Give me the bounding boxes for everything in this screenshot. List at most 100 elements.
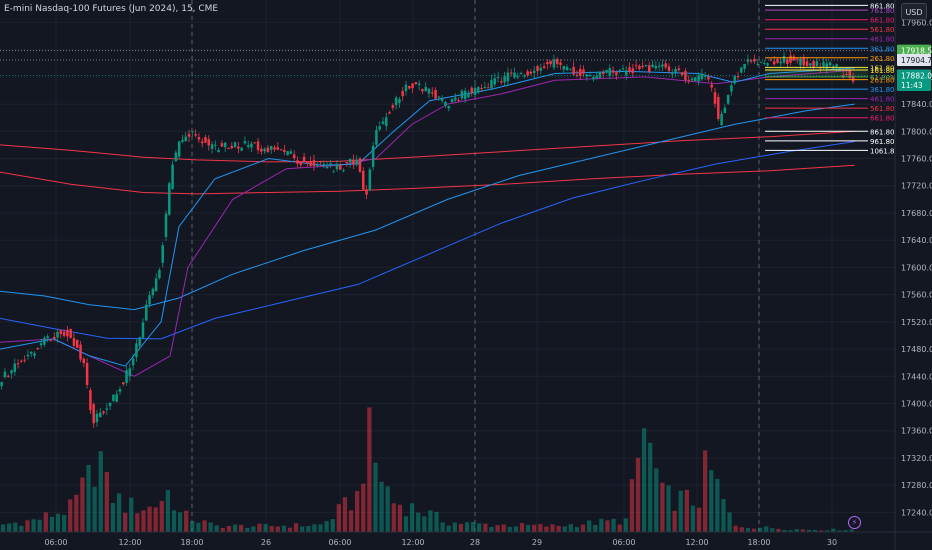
candle-body [135,343,138,358]
time-axis-label: 29 [532,538,542,547]
candle-body [730,85,733,92]
volume-bar [745,528,751,532]
candle-body [782,56,786,63]
candle-body [792,56,796,61]
fib-level-label: 561.80% [870,26,901,34]
price-axis-label: 17400.00 [901,400,932,409]
candle-body [536,66,539,72]
volume-bar [171,510,177,532]
volume-bar [13,522,18,532]
candle-body [431,92,434,94]
candle-body [197,137,201,140]
candle-body [128,368,132,377]
candle-body [723,107,727,114]
price-axis-label: 17480.00 [901,345,932,354]
volume-bar [312,524,317,532]
price-tag-label: 17904.75 [901,56,932,65]
volume-bar [336,504,341,532]
candle-body [355,159,358,165]
volume-bar [239,524,244,532]
candle-body [421,88,424,92]
candle-body [266,147,270,152]
volume-bar [86,464,91,532]
moving-average-red-2 [0,164,855,195]
volume-bar [703,450,708,532]
candle-body [33,353,36,356]
volume-bar [580,524,586,532]
fib-level-label: 1061.80% [870,147,906,155]
candle-body [10,370,13,374]
candle-body [243,141,247,144]
candle-body [191,131,194,133]
volume-bar [116,493,122,532]
volume-bar [458,523,464,532]
candle-body [76,339,79,348]
candle-body [677,68,681,71]
volume-bar [177,512,183,532]
volume-bar [7,523,12,532]
currency-button[interactable]: USD [901,3,927,20]
candle-body [628,67,631,72]
candle-body [82,358,86,364]
price-axis [895,0,932,550]
candle-body [210,144,214,149]
candle-body [230,145,234,149]
volume-bar [568,524,573,532]
volume-bar [501,524,506,532]
price-axis-label: 17960.00 [901,18,932,27]
candle-body [263,148,266,152]
candle-body [424,86,427,92]
volume-bar [507,526,512,532]
candle-body [276,147,280,150]
volume-bar [446,525,451,532]
fib-level-label: 461.80% [870,36,901,44]
candle-body [467,94,470,98]
price-axis-label: 17800.00 [901,127,932,136]
price-axis-label: 17280.00 [901,481,932,490]
candle-body [500,81,503,83]
volume-bar [355,491,360,532]
candle-body [391,105,395,108]
candle-body [16,363,20,365]
volume-bar [489,526,494,532]
candle-body [805,61,809,66]
volume-bar [471,522,476,532]
volume-bar [477,523,482,532]
candle-body [112,394,115,401]
moving-average-red-1 [0,130,855,163]
candle-body [214,144,217,146]
candle-body [66,329,69,337]
volume-bar [532,524,537,532]
candle-body [204,137,207,143]
lightning-icon[interactable]: ⚡ [848,516,861,529]
candle-body [52,337,56,340]
candle-body [845,74,848,76]
candle-body [371,145,375,168]
candle-body [812,60,815,69]
candle-body [611,70,615,73]
price-axis-label: 17840.00 [901,100,932,109]
volume-bar [825,530,830,532]
candle-body [319,161,322,163]
candle-body [177,141,181,157]
volume-bar [764,526,769,532]
candle-body [809,63,812,66]
candle-body [95,413,99,423]
candle-body [0,381,3,387]
volume-bar [666,485,671,532]
candle-body [726,95,730,104]
volume-bar [519,523,525,532]
fib-level-label: 661.80% [870,115,901,123]
candle-body [588,75,592,77]
candle-body [753,58,756,62]
candle-body [105,408,109,410]
candle-body [6,375,10,377]
candle-body [552,59,556,68]
volume-bar [574,527,580,532]
candle-body [378,126,381,130]
volume-bar [819,530,824,532]
price-axis-label: 17560.00 [901,291,932,300]
candle-body [759,61,763,63]
candle-body [138,337,141,346]
